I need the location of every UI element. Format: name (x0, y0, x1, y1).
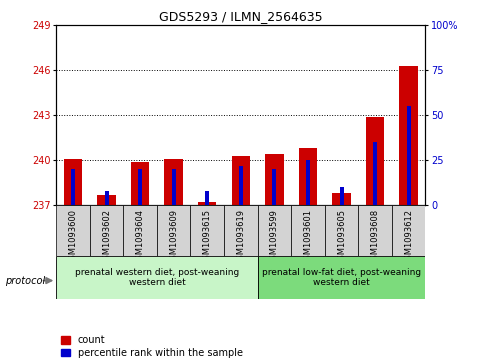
Bar (257, 205, 290, 256)
Bar (324, 205, 358, 256)
Bar (90, 205, 123, 256)
Bar (305, 160, 309, 205)
Bar (372, 142, 376, 205)
Text: GSM1093615: GSM1093615 (203, 209, 211, 265)
Bar (157, 205, 190, 256)
Text: prenatal low-fat diet, post-weaning
western diet: prenatal low-fat diet, post-weaning west… (262, 268, 420, 287)
Bar (198, 202, 216, 205)
Text: GSM1093599: GSM1093599 (269, 209, 278, 265)
Bar (238, 166, 243, 205)
Text: GSM1093619: GSM1093619 (236, 209, 245, 265)
Text: prenatal western diet, post-weaning
western diet: prenatal western diet, post-weaning west… (75, 268, 239, 287)
Bar (406, 106, 410, 205)
Text: GSM1093608: GSM1093608 (370, 209, 379, 265)
Bar (131, 162, 149, 205)
Bar (272, 169, 276, 205)
Text: GSM1093612: GSM1093612 (403, 209, 412, 265)
Bar (171, 169, 175, 205)
Text: GSM1093600: GSM1093600 (68, 209, 78, 265)
Text: GSM1093604: GSM1093604 (135, 209, 144, 265)
Text: GSM1093601: GSM1093601 (303, 209, 312, 265)
Bar (138, 169, 142, 205)
Bar (358, 205, 391, 256)
Bar (56, 256, 257, 299)
Bar (190, 205, 224, 256)
Bar (231, 156, 249, 205)
Text: protocol: protocol (5, 276, 45, 286)
Text: GSM1093602: GSM1093602 (102, 209, 111, 265)
Bar (205, 191, 209, 205)
Bar (104, 191, 108, 205)
Legend: count, percentile rank within the sample: count, percentile rank within the sample (61, 335, 242, 358)
Text: GSM1093609: GSM1093609 (169, 209, 178, 265)
Bar (339, 187, 343, 205)
Bar (264, 154, 283, 205)
Bar (332, 193, 350, 205)
Bar (56, 205, 90, 256)
Bar (298, 148, 317, 205)
Text: GSM1093605: GSM1093605 (336, 209, 346, 265)
Bar (63, 159, 82, 205)
Bar (399, 66, 417, 205)
Title: GDS5293 / ILMN_2564635: GDS5293 / ILMN_2564635 (159, 10, 322, 23)
Bar (71, 169, 75, 205)
Bar (391, 205, 425, 256)
Bar (164, 159, 183, 205)
Bar (97, 195, 116, 205)
Bar (365, 117, 384, 205)
Bar (290, 205, 324, 256)
Bar (123, 205, 157, 256)
Bar (224, 205, 257, 256)
Bar (257, 256, 425, 299)
